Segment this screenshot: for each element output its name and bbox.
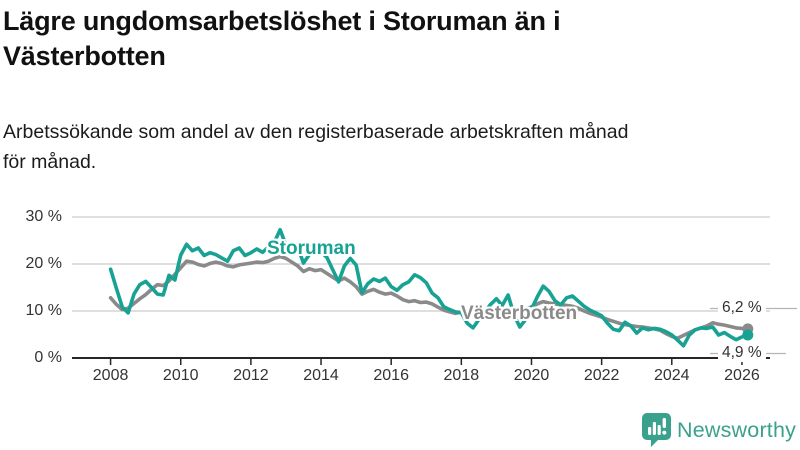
chart-subtitle: Arbetssökande som andel av den registerb… (3, 121, 629, 173)
end-value-label-storuman: 4,9 % (718, 344, 766, 362)
exclamation-bar-icon (662, 418, 666, 428)
bar-icon-small (648, 427, 652, 435)
series-label-vasterbotten: Västerbotten (461, 303, 578, 324)
end-dot-storuman (742, 329, 754, 341)
y-tick-label: 0 % (34, 349, 62, 366)
exclamation-dot-icon (662, 430, 667, 435)
bar-icon-medium (657, 425, 661, 435)
x-tick-label: 2010 (162, 367, 199, 384)
newsworthy-logo-icon (642, 413, 671, 447)
line-storuman (108, 227, 750, 348)
speech-bubble-shape (642, 413, 671, 447)
y-tick-label: 20 % (25, 255, 62, 272)
bar-icon-tall (652, 422, 656, 435)
x-tick-label: 2022 (583, 367, 620, 384)
line-västerbotten (108, 254, 750, 341)
x-tick-label: 2026 (724, 367, 760, 384)
x-tick-label: 2008 (92, 367, 129, 384)
y-tick-label: 30 % (25, 208, 62, 225)
x-tick-label: 2012 (233, 367, 269, 384)
y-tick-label: 10 % (25, 302, 62, 319)
x-tick-label: 2016 (373, 367, 409, 384)
newsworthy-brand[interactable]: Newsworthy (641, 412, 797, 448)
series-label-storuman: Storuman (267, 238, 356, 259)
x-tick-label: 2024 (653, 367, 690, 384)
page-title: Lägre ungdomsarbetslöshet i Storuman än … (3, 6, 561, 71)
x-tick-label: 2020 (513, 367, 550, 384)
newsworthy-wordmark: Newsworthy (677, 418, 797, 442)
x-tick-label: 2018 (443, 367, 480, 384)
x-tick-label: 2014 (303, 367, 339, 384)
end-value-label-vasterbotten: 6,2 % (718, 299, 766, 317)
